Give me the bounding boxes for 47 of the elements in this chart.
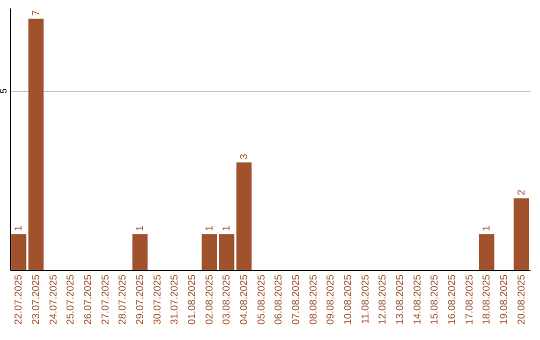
x-tick-label: 23.07.2025 (31, 274, 42, 325)
data-label: 1 (14, 225, 25, 232)
bar (202, 234, 217, 270)
data-label: 7 (31, 10, 42, 16)
x-tick-label: 06.08.2025 (274, 274, 285, 325)
x-tick-label: 27.07.2025 (100, 274, 112, 325)
data-label: 2 (516, 189, 528, 196)
x-tick-label: 04.08.2025 (239, 274, 250, 325)
x-tick-label: 15.08.2025 (430, 274, 441, 325)
x-tick-label: 31.07.2025 (170, 274, 181, 325)
x-tick-label: 16.08.2025 (447, 274, 458, 325)
x-tick-label: 29.07.2025 (135, 274, 146, 325)
x-tick-label: 19.08.2025 (499, 274, 510, 325)
data-label: 3 (239, 153, 250, 160)
bar (514, 198, 529, 270)
x-tick-label: 26.07.2025 (83, 274, 94, 325)
data-label: 1 (482, 225, 493, 232)
x-tick-label: 28.07.2025 (118, 274, 129, 325)
x-tick-label: 17.08.2025 (464, 274, 476, 325)
x-tick-label: 12.08.2025 (378, 274, 389, 325)
x-tick-label: 05.08.2025 (256, 274, 268, 325)
data-label: 1 (222, 225, 233, 232)
bar (236, 162, 252, 270)
x-tick-label: 25.07.2025 (66, 274, 77, 325)
x-tick-label: 03.08.2025 (222, 274, 233, 325)
x-tick-label: 24.07.2025 (48, 274, 60, 325)
x-tick-label: 01.08.2025 (187, 274, 198, 325)
x-tick-label: 30.07.2025 (152, 274, 164, 325)
x-tick-label: 22.07.2025 (14, 274, 25, 325)
y-tick-label: 5 (0, 88, 8, 94)
x-tick-label: 10.08.2025 (343, 274, 354, 325)
x-tick-label: 08.08.2025 (308, 274, 320, 325)
data-label: 1 (204, 225, 216, 232)
x-tick-label: 13.08.2025 (395, 274, 406, 325)
bar (219, 234, 234, 270)
x-tick-label: 11.08.2025 (360, 274, 372, 324)
x-tick-label: 14.08.2025 (412, 274, 424, 325)
bar (28, 18, 44, 270)
x-tick-label: 07.08.2025 (291, 274, 302, 325)
x-tick-label: 02.08.2025 (204, 274, 216, 325)
x-tick-label: 09.08.2025 (326, 274, 337, 325)
bar (132, 234, 148, 270)
bar (479, 234, 494, 270)
x-tick-label: 18.08.2025 (482, 274, 493, 325)
data-label: 1 (135, 225, 146, 232)
bar (11, 234, 26, 270)
x-tick-label: 20.08.2025 (516, 274, 528, 325)
